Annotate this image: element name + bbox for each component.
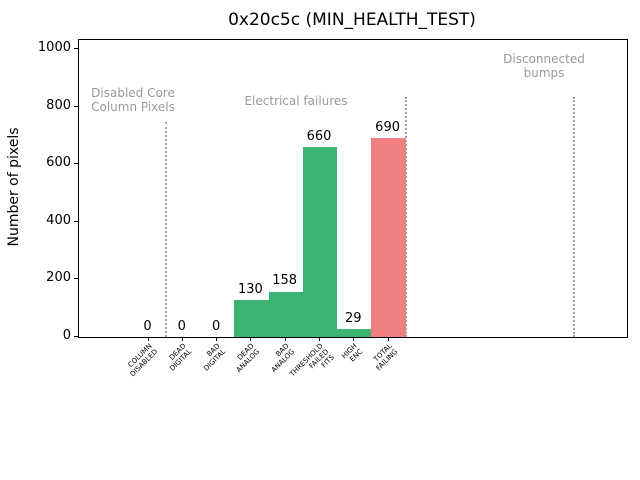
section-divider-dotted-line: [573, 97, 575, 337]
chart-title: 0x20c5c (MIN_HEALTH_TEST): [228, 10, 476, 30]
y-tick-label: 400: [46, 212, 71, 228]
bar-high-enc: [337, 328, 372, 337]
y-tick-mark: [74, 47, 78, 49]
section-divider-dotted-line: [164, 122, 167, 337]
bar-value-label: 660: [306, 128, 332, 144]
bar-value-label: 130: [237, 281, 263, 297]
section-label-disconnected-bumps: Disconnected bumps: [503, 52, 585, 80]
x-tick-mark: [387, 337, 389, 341]
bar-value-label: 690: [375, 120, 400, 136]
x-tick-mark: [216, 337, 218, 341]
bar-value-label: 0: [143, 319, 152, 334]
bar-threshold-failed-fits: [302, 146, 338, 337]
y-tick-label: 0: [62, 328, 71, 343]
x-tick-mark: [319, 337, 320, 341]
bar-value-label: 0: [211, 319, 221, 334]
y-tick-label: 800: [46, 97, 71, 113]
x-tick-mark: [147, 337, 149, 341]
y-tick-mark: [74, 163, 78, 165]
bar-bad-analog: [268, 291, 303, 337]
x-tick-mark: [353, 337, 355, 341]
x-tick-mark: [250, 337, 252, 341]
bar-value-label: 29: [345, 310, 362, 326]
x-tick-mark: [181, 337, 183, 341]
y-tick-mark: [74, 105, 78, 107]
y-tick-label: 1000: [37, 39, 71, 55]
y-tick-label: 200: [46, 270, 71, 286]
bar-total-failing: [371, 138, 406, 337]
y-tick-mark: [74, 278, 78, 280]
bar-value-label: 0: [177, 319, 186, 334]
y-tick-label: 600: [46, 155, 71, 171]
section-label-electrical-failures: Electrical failures: [244, 94, 348, 108]
bar-value-label: 158: [272, 273, 298, 289]
y-tick-mark: [74, 336, 78, 337]
x-tick-mark: [284, 337, 286, 341]
plot-area: [78, 39, 628, 338]
bar-dead-analog: [234, 299, 269, 337]
y-tick-mark: [74, 220, 78, 222]
section-divider-dotted-line: [404, 97, 407, 337]
section-label-disabled-core-column-pixels: Disabled Core Column Pixels: [91, 86, 175, 114]
